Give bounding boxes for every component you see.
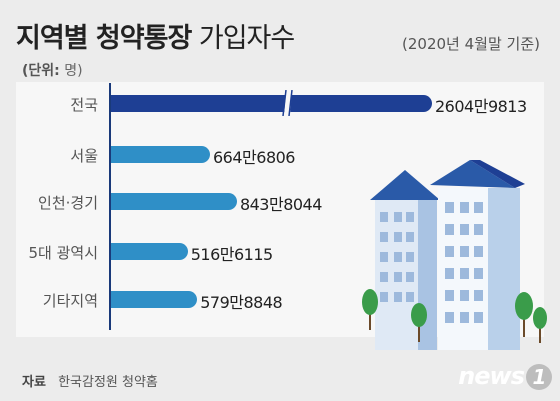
footer-label: 자료 bbox=[22, 375, 46, 390]
title-light: 가입자수 bbox=[198, 23, 295, 54]
category-label: 서울 bbox=[70, 147, 98, 165]
category-axis bbox=[109, 83, 111, 330]
value-label: 843만8044 bbox=[239, 195, 322, 214]
category-label: 5대 광역시 bbox=[28, 244, 98, 262]
value-label: 516만6115 bbox=[190, 245, 273, 264]
unit-note: (단위: 명) bbox=[22, 60, 83, 80]
category-label: 기타지역 bbox=[42, 292, 98, 310]
unit-value: 명) bbox=[64, 63, 83, 79]
category-label: 인천·경기 bbox=[38, 194, 98, 212]
value-label: 579만8848 bbox=[200, 293, 283, 312]
source-note: 자료 한국감정원 청약홈 bbox=[22, 371, 158, 390]
chart-title: 지역별 청약통장 가입자수 bbox=[16, 16, 295, 55]
bar bbox=[110, 291, 198, 308]
logo-text: news bbox=[458, 362, 525, 390]
bar bbox=[110, 95, 432, 112]
bar bbox=[110, 243, 188, 260]
value-label: 2604만9813 bbox=[435, 97, 527, 116]
title-bold: 지역별 청약통장 bbox=[16, 23, 192, 54]
unit-label: (단위: bbox=[22, 63, 60, 79]
footer-source: 한국감정원 청약홈 bbox=[58, 375, 158, 390]
axis-break-icon bbox=[282, 90, 293, 116]
value-label: 664만6806 bbox=[213, 148, 295, 167]
news1-logo: news 1 bbox=[458, 362, 552, 390]
bar bbox=[110, 193, 237, 210]
date-note: (2020년 4월말 기준) bbox=[402, 35, 540, 53]
bar bbox=[110, 146, 210, 163]
category-label: 전국 bbox=[70, 96, 98, 114]
apartment-illustration bbox=[362, 160, 547, 350]
logo-number: 1 bbox=[526, 364, 552, 390]
